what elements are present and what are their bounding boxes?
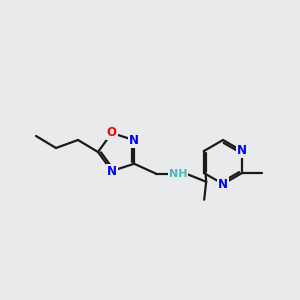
- Text: N: N: [129, 134, 139, 147]
- Text: N: N: [237, 145, 247, 158]
- Text: N: N: [107, 164, 117, 178]
- Text: N: N: [218, 178, 228, 190]
- Text: O: O: [107, 127, 117, 140]
- Text: NH: NH: [169, 169, 188, 179]
